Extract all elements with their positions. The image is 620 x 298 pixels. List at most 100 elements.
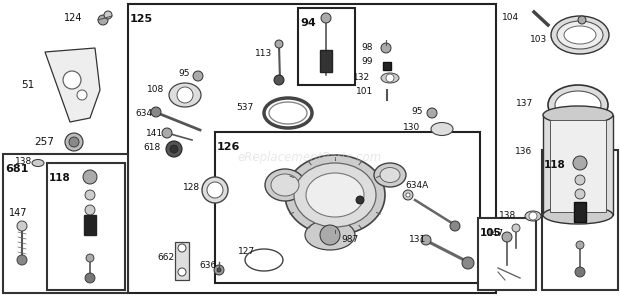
Text: 98: 98 [361,44,373,52]
Ellipse shape [271,174,299,196]
Ellipse shape [104,11,112,19]
Bar [542,150,618,290]
Ellipse shape [305,220,355,250]
Ellipse shape [557,21,603,49]
Ellipse shape [386,74,394,82]
Ellipse shape [274,75,284,85]
Ellipse shape [450,221,460,231]
Text: 618: 618 [143,144,161,153]
Text: 130: 130 [404,123,420,133]
Ellipse shape [406,193,410,197]
Ellipse shape [85,273,95,283]
Text: 118: 118 [544,160,565,170]
Ellipse shape [575,175,585,185]
Ellipse shape [502,232,512,242]
Ellipse shape [169,83,201,107]
Ellipse shape [162,128,172,138]
Bar [3,154,128,293]
Text: 681: 681 [5,164,29,174]
Text: 136: 136 [515,148,533,156]
Bar [84,215,96,235]
Ellipse shape [431,122,453,136]
Ellipse shape [306,173,364,217]
Ellipse shape [178,244,186,252]
Text: 147: 147 [9,208,27,218]
Ellipse shape [63,71,81,89]
Ellipse shape [573,156,587,170]
Ellipse shape [548,85,608,125]
Ellipse shape [177,87,193,103]
Ellipse shape [543,106,613,124]
Text: 108: 108 [148,86,165,94]
Ellipse shape [294,163,376,227]
Text: 132: 132 [353,72,371,81]
Ellipse shape [356,196,364,204]
Ellipse shape [576,241,584,249]
Ellipse shape [77,90,87,100]
Ellipse shape [525,211,541,221]
Text: 141: 141 [146,128,164,137]
Polygon shape [45,48,100,122]
Text: 537: 537 [236,103,254,113]
Text: 124: 124 [64,13,82,23]
Ellipse shape [217,268,221,272]
Text: 94: 94 [300,18,316,28]
Bar [215,132,480,283]
Ellipse shape [202,177,228,203]
Ellipse shape [17,255,27,265]
Ellipse shape [380,167,400,182]
Bar [543,115,613,215]
Bar [383,62,391,70]
Bar [298,8,355,85]
Text: 126: 126 [217,142,241,152]
Bar [550,120,606,212]
Text: 113: 113 [255,49,273,58]
Ellipse shape [381,43,391,53]
Ellipse shape [32,159,44,167]
Ellipse shape [83,170,97,184]
Ellipse shape [543,206,613,224]
Ellipse shape [98,15,108,25]
Text: 128: 128 [184,182,200,192]
Text: 138: 138 [499,210,516,220]
Ellipse shape [551,16,609,54]
Text: 138: 138 [16,158,33,167]
Bar [320,50,332,72]
Ellipse shape [193,71,203,81]
Ellipse shape [69,137,79,147]
Text: 95: 95 [179,69,190,78]
Ellipse shape [170,145,178,153]
Ellipse shape [86,254,94,262]
Text: 51: 51 [21,80,35,90]
Ellipse shape [575,267,585,277]
Ellipse shape [285,155,385,235]
Text: 634A: 634A [405,181,428,190]
Text: 137: 137 [516,99,534,108]
Bar [47,163,125,290]
Text: 103: 103 [530,35,547,44]
Ellipse shape [555,91,601,119]
Ellipse shape [512,224,520,232]
Ellipse shape [529,212,537,220]
Ellipse shape [214,265,224,275]
Ellipse shape [462,257,474,269]
Text: 636: 636 [200,260,216,269]
Ellipse shape [374,163,406,187]
Bar [478,218,536,290]
Ellipse shape [564,26,596,44]
Text: eReplacementParts.com: eReplacementParts.com [238,151,382,164]
Text: 987: 987 [342,235,358,244]
Text: 662: 662 [157,252,175,262]
Ellipse shape [265,169,305,201]
Ellipse shape [578,16,586,24]
Bar [128,4,496,293]
Ellipse shape [403,190,413,200]
Ellipse shape [178,268,186,276]
Ellipse shape [85,205,95,215]
Text: 147: 147 [487,229,505,238]
Text: 99: 99 [361,58,373,66]
Ellipse shape [245,249,283,271]
Ellipse shape [421,235,431,245]
Ellipse shape [269,102,307,124]
Ellipse shape [427,108,437,118]
